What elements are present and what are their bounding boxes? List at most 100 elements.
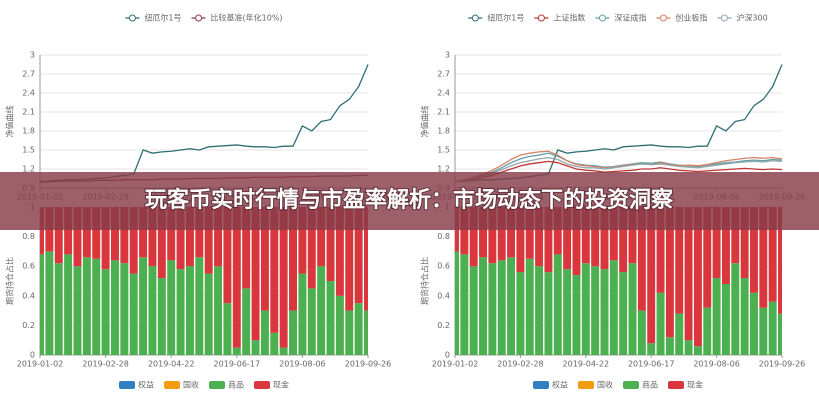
legend-label: 上证指数 <box>553 13 585 23</box>
bar-segment <box>693 346 702 355</box>
bar-segment <box>120 263 129 355</box>
bar-segment <box>195 257 204 355</box>
bar-segment <box>460 207 469 255</box>
bar-segment <box>619 272 628 355</box>
x-tick-label: 2019-01-02 <box>17 360 64 369</box>
bar-segment <box>544 207 553 273</box>
bar-segment <box>251 207 260 341</box>
bar-segment <box>110 260 119 355</box>
y-tick-label: 0.8 <box>437 232 450 241</box>
legend-label: 现金 <box>687 380 703 390</box>
legend-label: 现金 <box>273 380 289 390</box>
y-tick-label: 1.8 <box>437 127 450 136</box>
bar-segment <box>64 254 73 355</box>
y-tick-label: 2.4 <box>437 89 450 98</box>
bar-segment <box>73 207 82 267</box>
bar-segment <box>469 266 478 355</box>
bar-segment <box>591 266 600 355</box>
y-tick-label: 0.6 <box>437 262 450 271</box>
x-tick-label: 2019-08-06 <box>279 360 326 369</box>
bar-segment <box>591 207 600 267</box>
y-tick-label: 0.8 <box>22 232 35 241</box>
legend-label: 比较基准(年化10%) <box>211 13 283 23</box>
legend-label: 权益 <box>552 380 568 390</box>
bar-segment <box>712 207 721 279</box>
bar-segment <box>317 207 326 267</box>
y-tick-label: 0.2 <box>437 321 450 330</box>
x-tick-label: 2019-06-17 <box>628 360 675 369</box>
bar-segment <box>214 207 223 267</box>
bar-segment <box>307 207 316 289</box>
bar-segment <box>354 207 363 304</box>
bar-segment <box>148 207 157 267</box>
bar-segment <box>488 263 497 355</box>
bar-segment <box>619 207 628 273</box>
legend-marker <box>195 14 203 22</box>
bar-segment <box>157 278 166 355</box>
bar-segment <box>469 207 478 267</box>
banner-title: 玩客币实时行情与市盈率解析：市场动态下的投资洞察 <box>145 187 674 213</box>
x-tick-label: 2019-04-22 <box>563 360 610 369</box>
bar-segment <box>82 207 91 258</box>
bar-segment <box>516 272 525 355</box>
bar-segment <box>364 310 368 355</box>
bar-segment <box>242 207 251 289</box>
bar-segment <box>289 310 298 355</box>
bar-segment <box>581 207 590 264</box>
bar-segment <box>778 207 782 314</box>
bar-segment <box>326 207 335 281</box>
bar-segment <box>721 283 730 355</box>
bar-segment <box>656 207 665 293</box>
bar-segment <box>279 347 288 355</box>
legend: 权益 国收 商品 现金 <box>533 380 703 390</box>
legend-swatch <box>668 381 684 389</box>
bar-segment <box>223 207 232 304</box>
y-axis-title: 净值曲线 <box>420 106 430 138</box>
bar-segment <box>251 340 260 355</box>
bar-segment <box>82 257 91 355</box>
bar-segment <box>721 207 730 284</box>
y-tick-label: 0.2 <box>22 321 35 330</box>
bar-segment <box>628 207 637 264</box>
bar-segment <box>139 207 148 258</box>
legend-marker <box>659 14 667 22</box>
bar-segment <box>675 207 684 314</box>
bar-segment <box>279 207 288 348</box>
bar-segment <box>120 207 129 264</box>
y-axis-title: 净值曲线 <box>5 106 15 138</box>
bar-segment <box>525 258 534 355</box>
y-tick-label: 2.1 <box>22 108 35 117</box>
bar-segment <box>64 207 73 255</box>
x-tick-label: 2019-02-28 <box>497 360 544 369</box>
legend-swatch <box>533 381 549 389</box>
legend-label: 商品 <box>642 380 658 390</box>
bar-segment <box>703 207 712 308</box>
bar-segment <box>345 207 354 311</box>
bar-segment <box>600 207 609 270</box>
bar-segment <box>572 275 581 355</box>
bar-segment <box>553 207 562 255</box>
y-tick-label: 2.1 <box>437 108 450 117</box>
bar-segment <box>609 260 618 355</box>
legend-label: 权益 <box>138 380 154 390</box>
bar-segment <box>535 207 544 267</box>
bar-segment <box>647 207 656 344</box>
y-tick-label: 2.7 <box>437 70 450 79</box>
bar-segment <box>185 266 194 355</box>
bar-segment <box>647 343 656 355</box>
bar-segment <box>759 307 768 355</box>
bar-segment <box>364 207 368 311</box>
x-tick-label: 2019-02-28 <box>82 360 129 369</box>
legend-label: 纽厄尔1号 <box>487 13 524 23</box>
bar-segment <box>326 281 335 355</box>
bar-segment <box>600 269 609 355</box>
legend-label: 纽厄尔1号 <box>144 13 181 23</box>
y-axis-title: 期货持仓占比 <box>5 257 15 305</box>
bar-segment <box>204 207 213 274</box>
bar-segment <box>298 207 307 274</box>
bar-segment <box>101 207 110 270</box>
y-tick-label: 3 <box>30 51 35 60</box>
bar-segment <box>195 207 204 258</box>
legend-label: 深证成指 <box>614 13 646 23</box>
bar-segment <box>497 207 506 261</box>
